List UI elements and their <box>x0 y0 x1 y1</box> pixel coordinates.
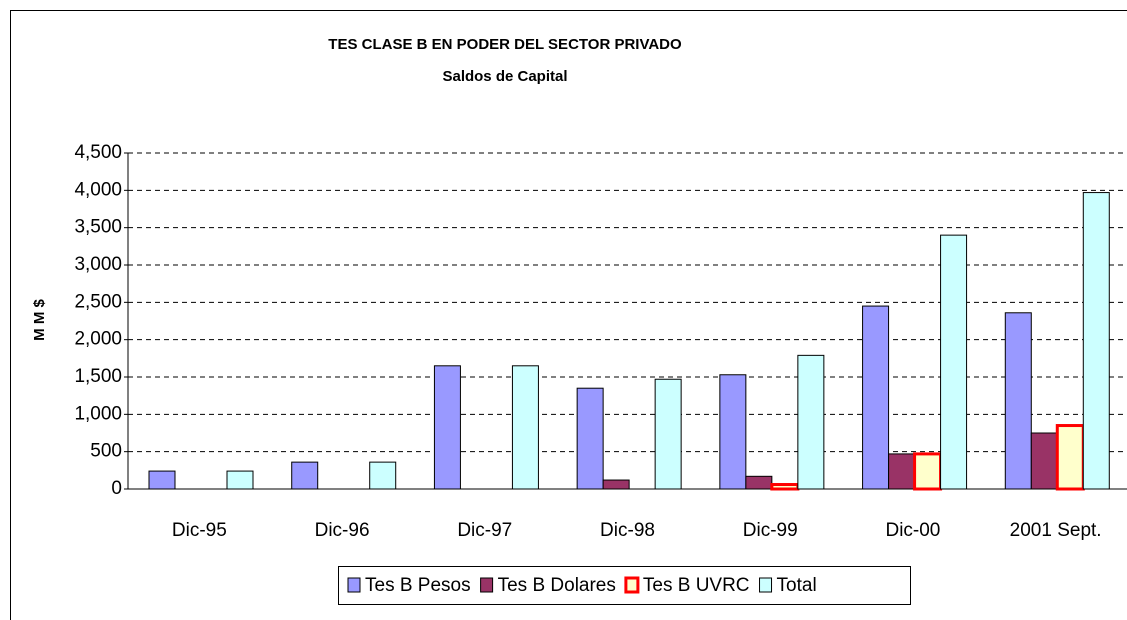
legend-swatch <box>480 577 494 593</box>
y-tick-label: 1,000 <box>74 403 122 424</box>
legend-swatch <box>347 577 361 593</box>
y-tick-label: 4,000 <box>74 179 122 200</box>
x-tick-label: Dic-96 <box>315 520 370 541</box>
bar <box>1082 192 1110 490</box>
bar <box>576 387 604 490</box>
bar <box>1030 432 1058 490</box>
x-tick-label: Dic-97 <box>457 520 512 541</box>
bar <box>1004 312 1032 490</box>
y-tick-label: 1,500 <box>74 366 122 387</box>
legend-label: Tes B Dolares <box>498 575 616 596</box>
x-tick-label: Dic-95 <box>172 520 227 541</box>
bar <box>1055 424 1085 491</box>
bar <box>369 461 397 490</box>
y-tick-label: 3,000 <box>74 254 122 275</box>
bar <box>797 354 825 490</box>
bar <box>940 234 968 490</box>
bar <box>148 470 176 490</box>
legend-swatch <box>624 576 640 594</box>
chart-subtitle: Saldos de Capital <box>442 68 567 85</box>
legend-label: Tes B Pesos <box>365 575 471 596</box>
bar <box>770 483 800 491</box>
legend-label: Total <box>777 575 817 596</box>
x-tick-label: Dic-00 <box>885 520 940 541</box>
y-tick-label: 2,000 <box>74 329 122 350</box>
bar <box>602 479 630 490</box>
y-tick-label: 3,500 <box>74 217 122 238</box>
x-tick-label: Dic-98 <box>600 520 655 541</box>
x-tick-label: 2001 Sept. <box>1010 520 1102 541</box>
y-tick-label: 4,500 <box>74 142 122 163</box>
y-axis-label: M M $ <box>31 299 48 341</box>
bar <box>654 378 682 490</box>
bar <box>291 461 319 490</box>
legend-label: Tes B UVRC <box>643 575 750 596</box>
bar <box>888 453 916 490</box>
bar <box>433 365 461 490</box>
legend-swatch <box>759 577 773 593</box>
y-tick-label: 500 <box>90 441 122 462</box>
bar <box>511 365 539 490</box>
bar <box>862 305 890 490</box>
chart-title: TES CLASE B EN PODER DEL SECTOR PRIVADO <box>328 36 682 53</box>
y-tick-label: 2,500 <box>74 291 122 312</box>
bar <box>719 374 747 490</box>
y-tick-label: 0 <box>111 478 122 499</box>
x-tick-label: Dic-99 <box>743 520 798 541</box>
bar <box>226 470 254 490</box>
bar <box>913 452 943 491</box>
bar <box>745 475 773 490</box>
